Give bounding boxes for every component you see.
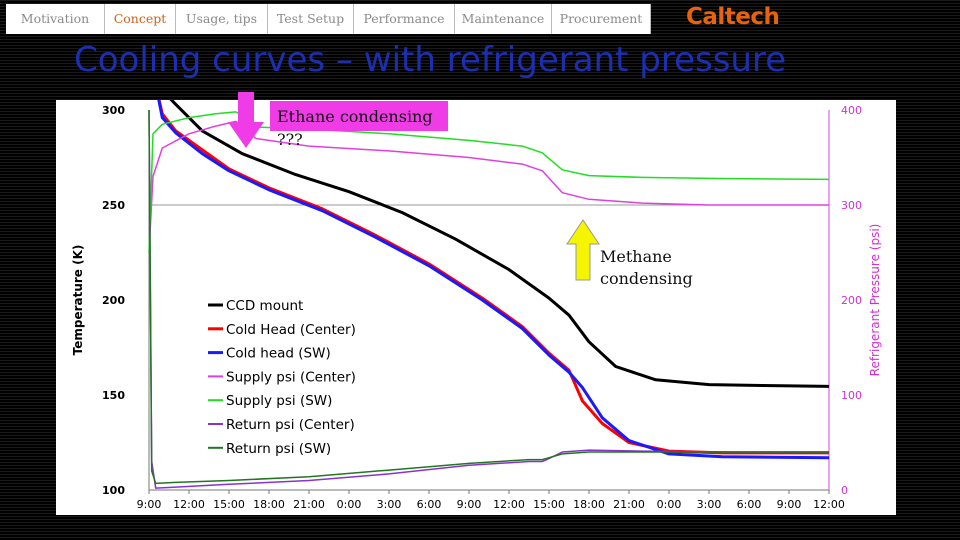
navigation-bar: Motivation Concept Usage, tips Test Setu…	[0, 0, 960, 40]
x-tick-label-16: 9:00	[777, 498, 802, 511]
x-tick-label-12: 21:00	[613, 498, 645, 511]
legend-label-6: Return psi (SW)	[226, 441, 331, 457]
tab-performance[interactable]: Performance	[354, 4, 455, 34]
cooling-curves-chart: 100 150 200 250 300 0 100 200 300 400 9:00 12:00 15:…	[71, 83, 882, 511]
x-tick-label-5: 0:00	[337, 498, 362, 511]
x-tick-label-8: 9:00	[457, 498, 482, 511]
x-tick-label-4: 21:00	[293, 498, 325, 511]
x-tick-label-15: 6:00	[737, 498, 762, 511]
x-tick-label-3: 18:00	[253, 498, 285, 511]
legend-label-1: Cold Head (Center)	[226, 322, 356, 338]
x-tick-label-0: 9:00	[137, 498, 162, 511]
tab-procurement[interactable]: Procurement	[552, 4, 651, 34]
y-tick-label-300: 300	[102, 104, 125, 117]
y2-tick-label-200: 200	[841, 294, 862, 307]
y-tick-label-250: 250	[102, 199, 125, 212]
tab-test-setup[interactable]: Test Setup	[268, 4, 354, 34]
x-tick-label-6: 3:00	[377, 498, 402, 511]
series-line-5	[148, 109, 829, 489]
series-line-1	[149, 89, 829, 455]
tab-concept[interactable]: Concept	[105, 4, 176, 34]
y-tick-label-200: 200	[102, 294, 125, 307]
x-tick-label-14: 3:00	[697, 498, 722, 511]
y-tick-label-150: 150	[102, 389, 125, 402]
y2-tick-label-0: 0	[841, 484, 848, 497]
legend-label-3: Supply psi (Center)	[226, 369, 356, 385]
tab-motivation[interactable]: Motivation	[6, 4, 105, 34]
chart-panel: 100 150 200 250 300 0 100 200 300 400 9:00 12:00 15:…	[56, 83, 896, 515]
y2-tick-label-100: 100	[841, 389, 862, 402]
methane-label-line1: Methane	[600, 247, 672, 266]
y2-tick-label-400: 400	[841, 104, 862, 117]
caltech-logo: Caltech	[686, 4, 780, 30]
x-tick-label-10: 15:00	[533, 498, 565, 511]
series-line-6	[148, 109, 829, 485]
ethane-callout: Ethane condensing	[270, 101, 448, 131]
series-line-0	[149, 83, 830, 388]
x-tick-label-7: 6:00	[417, 498, 442, 511]
x-tick-label-13: 0:00	[657, 498, 682, 511]
x-tick-label-11: 18:00	[573, 498, 605, 511]
tab-maintenance[interactable]: Maintenance	[455, 4, 552, 34]
y2-axis-label: Refrigerant Pressure (psi)	[868, 224, 882, 377]
tab-usage-tips[interactable]: Usage, tips	[176, 4, 268, 34]
x-tick-label-9: 12:00	[493, 498, 525, 511]
legend-label-5: Return psi (Center)	[226, 417, 355, 433]
ethane-arrow-icon	[228, 92, 264, 148]
y-axis-label: Temperature (K)	[71, 245, 85, 356]
series-line-2	[149, 89, 830, 460]
legend-label-0: CCD mount	[226, 298, 303, 314]
methane-callout: Methane condensing	[600, 246, 693, 290]
series-line-4	[148, 111, 830, 253]
y-tick-label-100: 100	[102, 484, 125, 497]
x-tick-label-17: 12:00	[813, 498, 845, 511]
x-tick-label-2: 15:00	[213, 498, 245, 511]
series-line-3	[148, 120, 829, 253]
legend-label-2: Cold head (SW)	[226, 346, 331, 362]
ethane-question: ???	[277, 130, 303, 149]
x-tick-label-1: 12:00	[173, 498, 205, 511]
methane-label-line2: condensing	[600, 269, 693, 288]
y2-tick-label-300: 300	[841, 199, 862, 212]
slide-title: Cooling curves – with refrigerant pressu…	[74, 40, 787, 80]
legend-label-4: Supply psi (SW)	[226, 393, 332, 409]
methane-arrow-icon	[566, 219, 600, 281]
